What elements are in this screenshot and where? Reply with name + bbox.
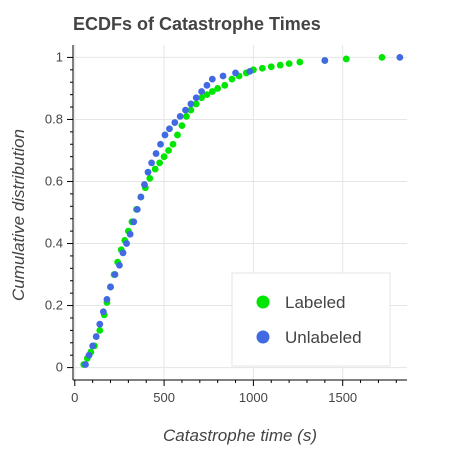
data-point-labeled bbox=[258, 64, 266, 72]
data-point-unlabeled bbox=[111, 271, 119, 278]
data-point-unlabeled bbox=[137, 193, 145, 201]
x-tick-label: 1500 bbox=[328, 390, 357, 405]
data-point-unlabeled bbox=[396, 54, 404, 61]
data-point-unlabeled bbox=[187, 100, 195, 108]
data-point-labeled bbox=[221, 81, 229, 89]
data-point-labeled bbox=[160, 153, 168, 161]
data-point-unlabeled bbox=[123, 240, 130, 247]
x-axis-label: Catastrophe time (s) bbox=[163, 426, 317, 445]
data-point-labeled bbox=[378, 54, 386, 61]
legend-swatch-unlabeled bbox=[256, 330, 270, 344]
data-point-labeled bbox=[156, 159, 164, 167]
data-point-labeled bbox=[178, 122, 186, 130]
data-point-unlabeled bbox=[92, 333, 100, 340]
data-point-labeled bbox=[151, 165, 159, 173]
y-tick-label: 0.8 bbox=[45, 111, 63, 126]
data-point-labeled bbox=[192, 100, 200, 108]
data-point-labeled bbox=[285, 60, 293, 68]
y-tick-label: 1 bbox=[56, 49, 63, 64]
legend-box bbox=[231, 272, 391, 367]
data-point-unlabeled bbox=[321, 57, 329, 64]
x-tick-label: 1000 bbox=[239, 390, 268, 405]
data-point-labeled bbox=[165, 147, 172, 154]
data-point-labeled bbox=[276, 61, 284, 69]
data-point-unlabeled bbox=[141, 181, 148, 188]
y-tick-label: 0.4 bbox=[45, 236, 63, 251]
data-point-unlabeled bbox=[119, 249, 127, 257]
data-point-unlabeled bbox=[89, 342, 97, 350]
data-point-labeled bbox=[296, 58, 304, 66]
data-point-unlabeled bbox=[107, 283, 114, 291]
data-point-labeled bbox=[267, 63, 275, 71]
data-point-unlabeled bbox=[157, 140, 164, 148]
data-point-unlabeled bbox=[116, 261, 123, 269]
data-point-unlabeled bbox=[182, 106, 189, 114]
data-point-unlabeled bbox=[198, 88, 205, 95]
data-point-unlabeled bbox=[176, 112, 184, 120]
x-tick-label: 500 bbox=[153, 390, 175, 405]
data-point-unlabeled bbox=[99, 308, 107, 316]
legend-swatch-labeled bbox=[256, 295, 270, 309]
y-tick-label: 0.2 bbox=[45, 298, 63, 313]
y-tick-label: 0 bbox=[56, 360, 63, 375]
data-point-unlabeled bbox=[144, 168, 152, 176]
data-point-unlabeled bbox=[133, 205, 141, 213]
data-point-labeled bbox=[214, 85, 222, 92]
y-axis-label: Cumulative distribution bbox=[9, 129, 28, 301]
axis-layer: 0 500 1000 1500 0 0.2 0.4 0.6 0.8 1 bbox=[45, 45, 407, 405]
data-point-labeled bbox=[187, 106, 195, 114]
data-point-labeled bbox=[183, 112, 190, 120]
data-point-unlabeled bbox=[161, 131, 169, 139]
data-point-labeled bbox=[198, 94, 205, 102]
data-point-labeled bbox=[169, 140, 177, 148]
data-point-unlabeled bbox=[208, 75, 216, 83]
data-point-unlabeled bbox=[130, 218, 138, 226]
data-point-unlabeled bbox=[126, 230, 134, 238]
data-point-labeled bbox=[342, 55, 350, 63]
data-point-unlabeled bbox=[152, 150, 160, 157]
data-point-labeled bbox=[228, 75, 236, 83]
legend: Labeled Unlabeled bbox=[231, 272, 391, 367]
data-point-unlabeled bbox=[203, 81, 211, 89]
data-point-unlabeled bbox=[192, 94, 200, 102]
chart-title: ECDFs of Catastrophe Times bbox=[73, 14, 321, 34]
data-point-unlabeled bbox=[148, 159, 155, 167]
data-point-labeled bbox=[208, 88, 216, 95]
y-tick-label: 0.6 bbox=[45, 173, 63, 188]
data-point-unlabeled bbox=[171, 119, 179, 126]
data-point-unlabeled bbox=[82, 361, 89, 368]
data-point-unlabeled bbox=[246, 67, 254, 75]
data-point-labeled bbox=[146, 174, 154, 182]
legend-label-unlabeled: Unlabeled bbox=[285, 328, 362, 347]
x-tick-label: 0 bbox=[71, 390, 78, 405]
data-point-unlabeled bbox=[219, 72, 227, 80]
data-point-labeled bbox=[96, 326, 104, 334]
data-point-labeled bbox=[203, 91, 211, 99]
data-point-unlabeled bbox=[166, 125, 173, 133]
data-point-unlabeled bbox=[103, 295, 111, 303]
points-layer bbox=[80, 54, 404, 368]
data-point-labeled bbox=[174, 131, 181, 139]
legend-label-labeled: Labeled bbox=[285, 293, 346, 312]
data-point-unlabeled bbox=[96, 320, 104, 328]
data-point-unlabeled bbox=[85, 351, 93, 359]
data-point-unlabeled bbox=[232, 69, 239, 77]
